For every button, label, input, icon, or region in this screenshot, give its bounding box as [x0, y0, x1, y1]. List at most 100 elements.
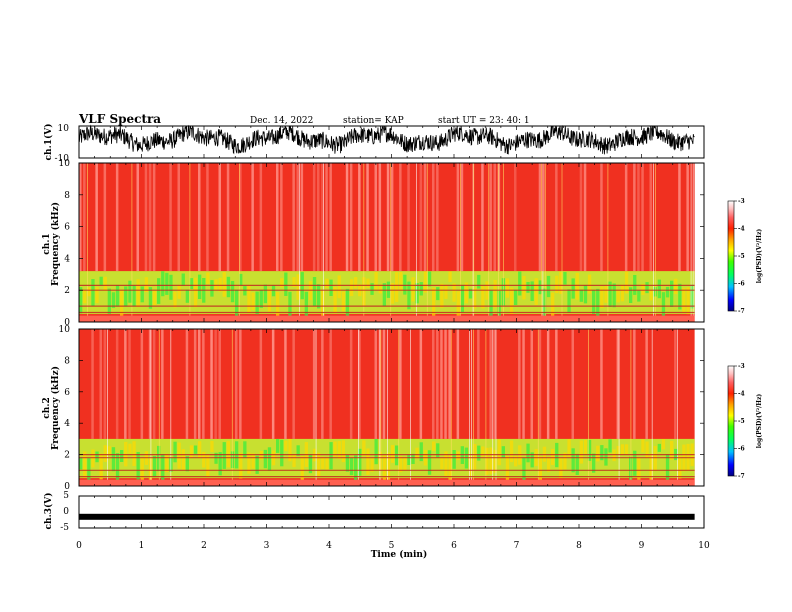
ch2-spec-column: [292, 329, 295, 439]
ch2-colorbar: log(PSD)(V²/Hz): [727, 365, 763, 477]
ch2-spec-band-streak: [193, 445, 198, 454]
ch2-spec-column: [259, 329, 263, 439]
ch2-spec-band-streak: [374, 439, 378, 465]
ch1-spec-band-streak: [206, 272, 210, 284]
ch1-spec-band-streak: [432, 287, 436, 317]
ch2-spec-band-streak: [608, 439, 612, 453]
ch1-spec-band-streak: [436, 287, 440, 301]
ch1-spec-column: [280, 163, 283, 272]
ch2-spec-column: [436, 329, 439, 439]
ch1-spec-band-streak: [341, 291, 345, 312]
ch1-spec-column: [226, 163, 230, 272]
ch2-spec-band-streak: [317, 452, 321, 477]
ch2-spec-column: [546, 329, 550, 439]
ch2-spec-band-streak: [616, 445, 620, 455]
ch2-spec-band-streak: [620, 444, 625, 455]
ch2-spec-column: [115, 329, 119, 439]
ch1-spec-band-streak: [226, 276, 231, 298]
ch2-spec-column: [198, 329, 201, 439]
ch1-spec-column: [624, 163, 628, 272]
ch2-spec-band-streak: [481, 446, 485, 457]
ch2-spec-band-streak: [157, 445, 161, 472]
ch1-spec-ytick-label: 10: [59, 159, 71, 169]
ch1-spec-band-streak: [349, 279, 354, 296]
ch2-spec-band-streak: [91, 449, 95, 468]
ch1-spec-band-streak: [230, 281, 235, 303]
ch2-spec-band-streak: [403, 457, 407, 471]
ch1-spec-band-streak: [522, 276, 526, 300]
ch2-spec-band-streak: [579, 440, 583, 464]
ch1-spec-column: [432, 163, 435, 272]
ch2-colorbar-tick-label: -6: [738, 446, 745, 453]
ch1-spec-band-streak: [575, 272, 579, 300]
ch2-spec-band-streak: [493, 449, 497, 473]
ch1-spec-band-streak: [423, 271, 428, 293]
ch1-spec-band-streak: [608, 281, 612, 307]
ch2-colorbar-tick-label: -4: [738, 391, 745, 398]
ch2-spec-band-streak: [448, 454, 452, 481]
ch1-spec-column: [390, 163, 394, 272]
ch1-spec-column: [251, 163, 254, 272]
ch1-spec-column: [312, 163, 316, 272]
ch2-spec-band-streak: [538, 456, 542, 483]
ch2-spec-column: [600, 329, 603, 439]
ch2-spec-band-streak: [103, 445, 107, 462]
ch2-spec-column: [358, 329, 361, 439]
ch1-spec-column: [649, 163, 652, 272]
ch1-spec-band-streak: [370, 283, 374, 295]
ch1-spec-band-streak: [354, 277, 358, 289]
ch2-spec-band-streak: [399, 456, 403, 473]
ch2-spec-band-streak: [551, 449, 555, 465]
ch1-spec-band-streak: [165, 272, 169, 295]
ch1-spec-column: [259, 163, 263, 272]
ch1-spec-column: [95, 163, 98, 272]
ch2-spec-band-streak: [665, 454, 670, 482]
ch2-spec-band-streak: [468, 455, 473, 477]
ch2-spec-band-streak: [243, 441, 247, 458]
ch1-spec-band-streak: [579, 289, 583, 302]
ch1-spec-band-streak: [169, 274, 173, 300]
x-tick-label: 5: [389, 541, 395, 551]
ch1-colorbar-gradient: [727, 200, 735, 312]
ch1-spec-band-streak: [132, 285, 136, 307]
panel-frame-3: [78, 495, 705, 529]
ch1-spec-band-streak: [276, 291, 280, 317]
ch1-spec-column: [633, 163, 636, 272]
ch2-spec-band-streak: [222, 442, 226, 469]
start-ut-label: start UT = 23: 40: 1: [438, 116, 530, 126]
ch2-spec-band-streak: [284, 440, 288, 452]
ch1-spec-band-streak: [185, 289, 189, 303]
ch2-spec-column: [616, 329, 620, 439]
ch2-spec-band-streak: [678, 455, 682, 479]
ch3-waveform-line: [79, 513, 695, 520]
ch1-spec-band-streak: [419, 282, 423, 296]
ch2-spec-column: [239, 329, 242, 439]
ch2-spec-band-streak: [378, 451, 382, 470]
ch1-wave-ylabel: ch.1(V): [43, 124, 54, 161]
ch2-spec-band-streak: [415, 447, 419, 459]
ch2-spec-band-streak: [337, 441, 341, 459]
ch2-spec-column: [538, 329, 542, 439]
ch1-spec-band-streak: [235, 289, 239, 319]
ch3-wave-ylabel: ch.3(V): [43, 493, 54, 530]
ch2-spec-column: [329, 329, 332, 439]
ch3-wave-ytick-top: 5: [63, 491, 69, 501]
ch2-spec-band-streak: [386, 452, 391, 480]
ch2-spec-band-streak: [587, 439, 592, 461]
ch2-spec-band-streak: [210, 441, 214, 452]
ch1-spec-band-streak: [399, 272, 403, 292]
ch2-spec-column: [674, 329, 677, 439]
ch1-spec-band-streak: [152, 290, 157, 306]
ch1-spec-band-streak: [337, 275, 341, 299]
ch1-spec-band-streak: [587, 274, 592, 294]
ch1-colorbar-label: log(PSD)(V²/Hz): [756, 229, 763, 284]
ch2-spec-band-streak: [218, 452, 222, 476]
ch1-spec-band-streak: [509, 287, 514, 314]
ch1-spec-band-streak: [637, 290, 641, 302]
ch2-spec-band-streak: [300, 456, 304, 483]
ch1-spec-band-streak: [497, 290, 501, 317]
ch2-spec-column: [218, 329, 221, 439]
ch1-spec-band-streak: [144, 277, 148, 292]
ch1-spec-band-streak: [259, 289, 263, 308]
ch1-waveform-line: [78, 124, 695, 155]
